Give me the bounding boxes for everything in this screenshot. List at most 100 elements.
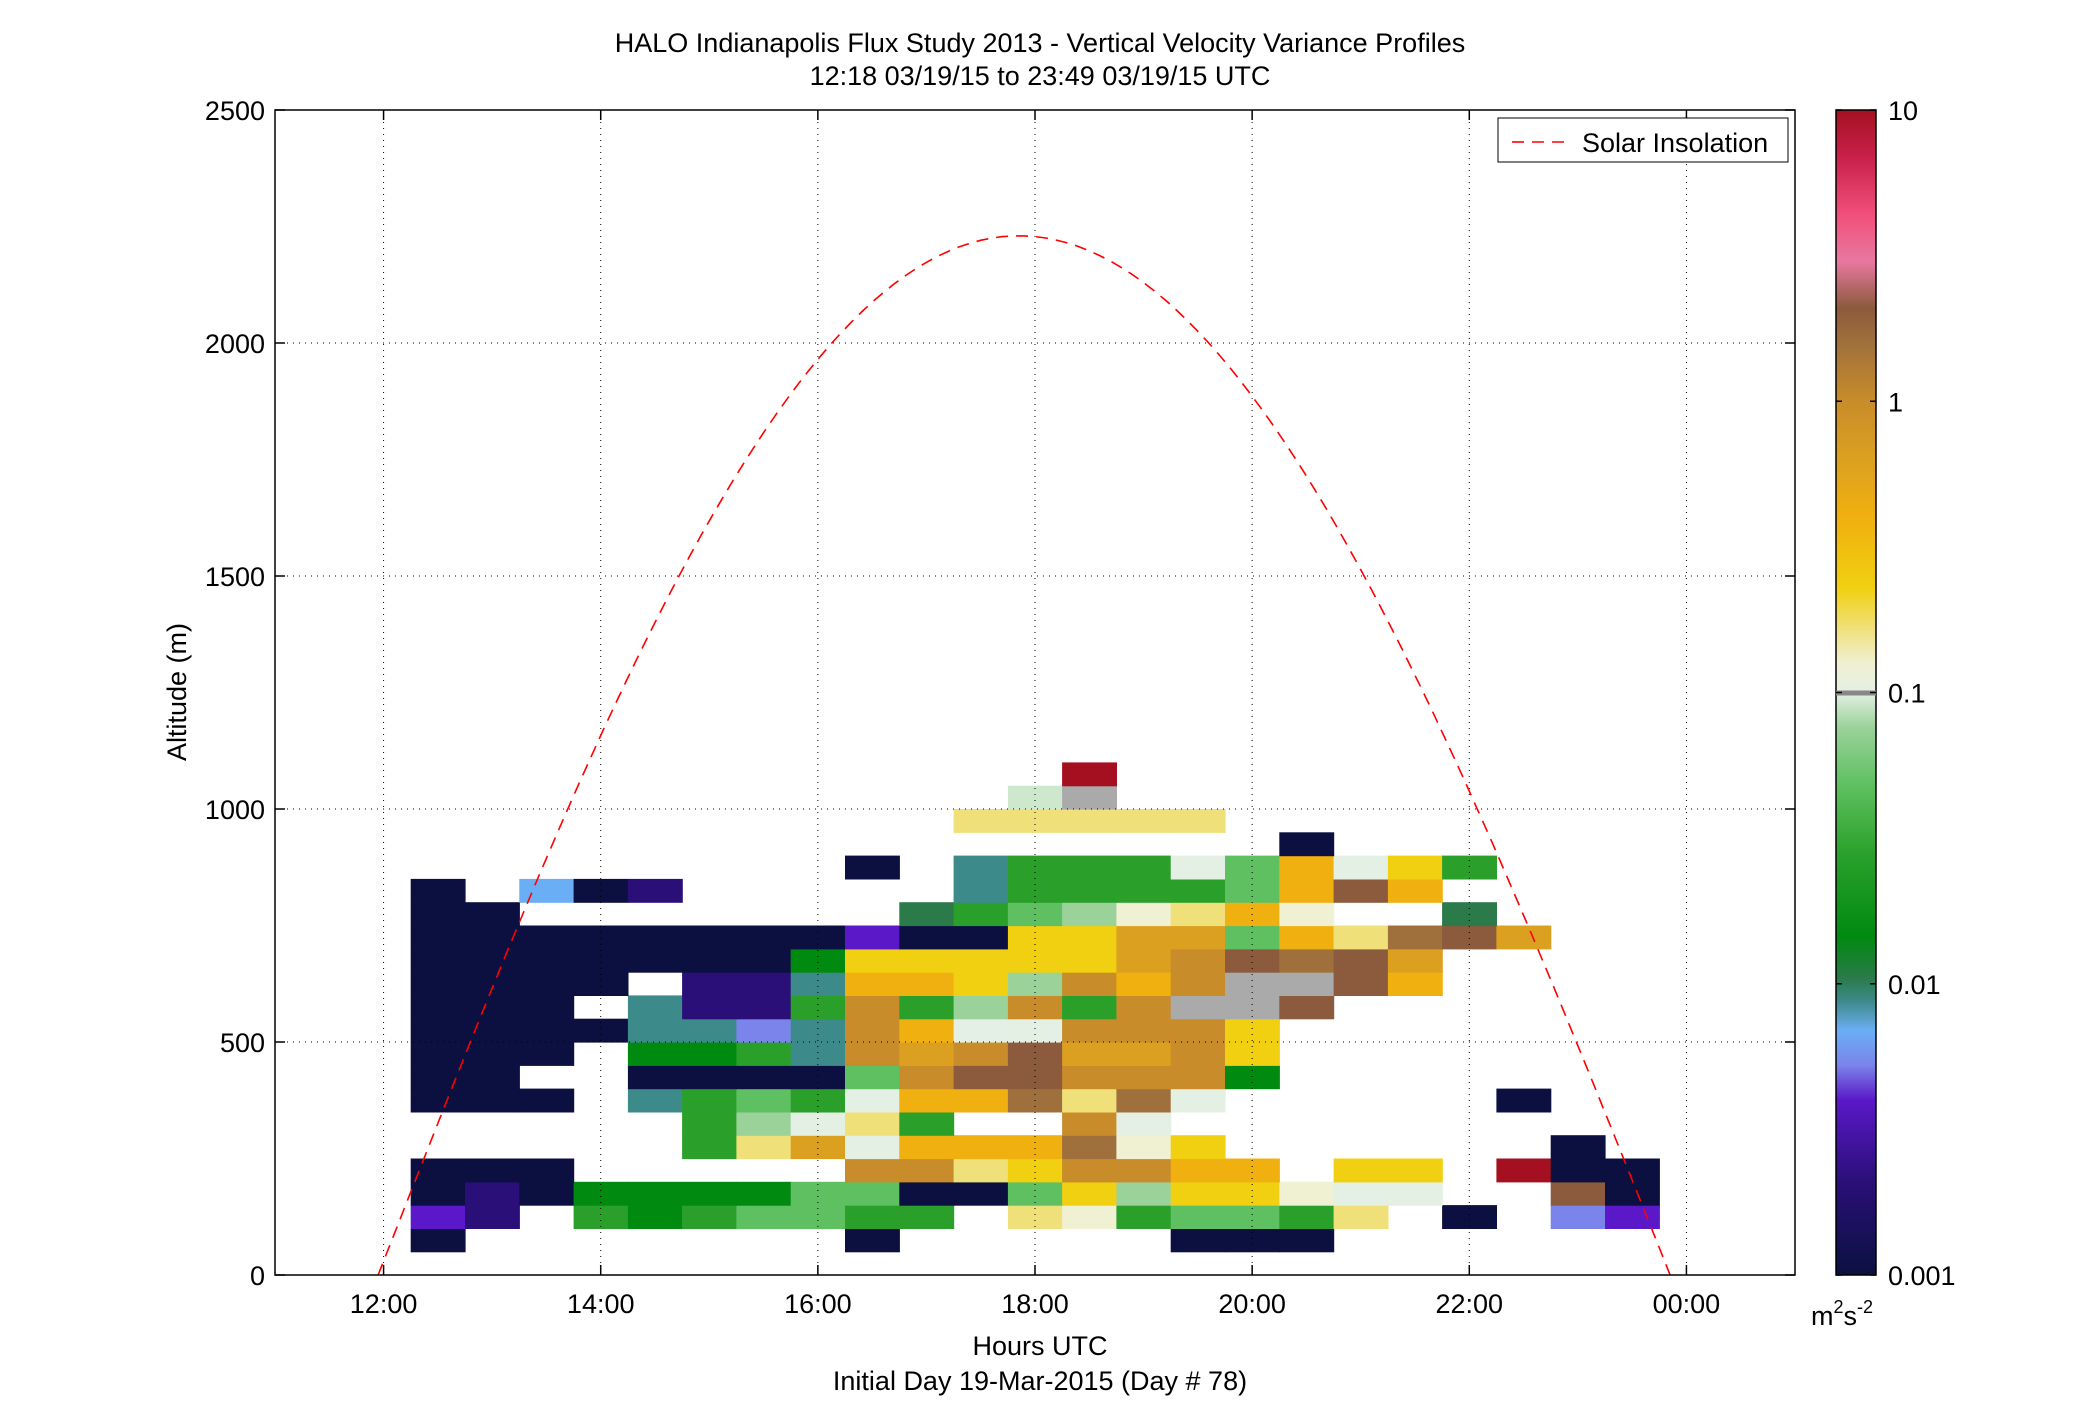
x-tick-label: 20:00 bbox=[1218, 1289, 1286, 1319]
heatmap-cell bbox=[790, 1135, 846, 1160]
heatmap-cell bbox=[410, 1228, 466, 1253]
heatmap-cell bbox=[1062, 1065, 1117, 1090]
heatmap-cell bbox=[790, 972, 846, 996]
heatmap-cell bbox=[736, 948, 792, 973]
heatmap-cell bbox=[1170, 855, 1226, 880]
heatmap-cell bbox=[1116, 902, 1172, 927]
heatmap-cell bbox=[682, 972, 737, 996]
heatmap-cell bbox=[1116, 878, 1172, 903]
solar-insolation-curve bbox=[377, 235, 1671, 1276]
heatmap-cell bbox=[465, 1018, 520, 1043]
heatmap-cell bbox=[1062, 1181, 1117, 1206]
heatmap-cell bbox=[1116, 925, 1172, 950]
heatmap-cell bbox=[573, 925, 629, 950]
heatmap-cell bbox=[682, 948, 737, 973]
heatmap-cells bbox=[410, 762, 1660, 1253]
heatmap-cell bbox=[1062, 1111, 1117, 1136]
heatmap-cell bbox=[953, 878, 1009, 903]
heatmap-cell bbox=[790, 948, 846, 973]
heatmap-cell bbox=[1225, 1205, 1280, 1229]
heatmap-cell bbox=[845, 1042, 900, 1066]
heatmap-cell bbox=[1225, 972, 1280, 996]
heatmap-cell bbox=[682, 1042, 737, 1066]
heatmap-cell bbox=[1333, 972, 1389, 996]
heatmap-cell bbox=[736, 1065, 792, 1090]
heatmap-cell bbox=[465, 948, 520, 973]
heatmap-cell bbox=[899, 902, 955, 927]
heatmap-cell bbox=[1170, 1228, 1226, 1253]
heatmap-cell bbox=[410, 972, 466, 996]
heatmap-cell bbox=[1007, 1205, 1063, 1229]
heatmap-cell bbox=[682, 1088, 737, 1113]
heatmap-cell bbox=[627, 878, 683, 903]
y-tick-label: 0 bbox=[250, 1261, 265, 1291]
heatmap-cell bbox=[1225, 925, 1280, 950]
chart-title-line-1: HALO Indianapolis Flux Study 2013 - Vert… bbox=[615, 28, 1465, 58]
heatmap-cell bbox=[1279, 995, 1335, 1020]
heatmap-cell bbox=[627, 1088, 683, 1113]
heatmap-cell bbox=[573, 948, 629, 973]
heatmap-cell bbox=[1116, 809, 1172, 833]
heatmap-cell bbox=[1170, 1135, 1226, 1160]
heatmap-cell bbox=[845, 1065, 900, 1090]
colorbar-unit-sup2: -2 bbox=[1857, 1297, 1873, 1317]
y-tick-label: 2000 bbox=[205, 329, 265, 359]
heatmap-cell bbox=[1387, 972, 1443, 996]
heatmap-cell bbox=[465, 1065, 520, 1090]
heatmap-cell bbox=[1062, 855, 1117, 880]
heatmap-cell bbox=[899, 1088, 955, 1113]
heatmap-cell bbox=[1387, 1158, 1443, 1183]
y-tick-label: 2500 bbox=[205, 96, 265, 126]
heatmap-cell bbox=[845, 1135, 900, 1160]
heatmap-cell bbox=[1225, 855, 1280, 880]
heatmap-cell bbox=[790, 1111, 846, 1136]
heatmap-cell bbox=[519, 1088, 575, 1113]
heatmap-cell bbox=[845, 948, 900, 973]
heatmap-cell bbox=[627, 1065, 683, 1090]
heatmap-cell bbox=[1170, 995, 1226, 1020]
heatmap-cell bbox=[1116, 1018, 1172, 1043]
heatmap-cell bbox=[1062, 1205, 1117, 1229]
heatmap-cell bbox=[1007, 855, 1063, 880]
heatmap-cell bbox=[1062, 948, 1117, 973]
heatmap-cell bbox=[1170, 1065, 1226, 1090]
heatmap-cell bbox=[736, 925, 792, 950]
heatmap-cell bbox=[899, 972, 955, 996]
heatmap-cell bbox=[1007, 785, 1063, 810]
heatmap-cell bbox=[899, 1135, 955, 1160]
heatmap-cell bbox=[682, 1018, 737, 1043]
heatmap-cell bbox=[953, 1065, 1009, 1090]
heatmap-cell bbox=[1605, 1205, 1660, 1229]
heatmap-cell bbox=[1550, 1135, 1606, 1160]
x-tick-label: 12:00 bbox=[350, 1289, 418, 1319]
heatmap-cell bbox=[1170, 972, 1226, 996]
plot-area: 12:00 14:00 16:00 18:00 20:00 22:00 00:00 0 500… bbox=[205, 96, 1796, 1319]
heatmap-cell bbox=[1279, 855, 1335, 880]
heatmap-cell bbox=[1116, 1205, 1172, 1229]
heatmap-cell bbox=[627, 995, 683, 1020]
colorbar-ticks: 0.001 0.01 0.1 1 10 bbox=[1836, 96, 1956, 1291]
heatmap-cell bbox=[410, 1181, 466, 1206]
heatmap-cell bbox=[953, 809, 1009, 833]
heatmap-cell bbox=[1442, 925, 1497, 950]
heatmap-cell bbox=[899, 1018, 955, 1043]
heatmap-cell bbox=[899, 1158, 955, 1183]
heatmap-cell bbox=[1442, 1205, 1497, 1229]
heatmap-cell bbox=[1062, 925, 1117, 950]
heatmap-cell bbox=[1170, 1018, 1226, 1043]
heatmap-cell bbox=[465, 902, 520, 927]
heatmap-cell bbox=[790, 995, 846, 1020]
heatmap-cell bbox=[1279, 902, 1335, 927]
heatmap-cell bbox=[1116, 1181, 1172, 1206]
heatmap-cell bbox=[410, 1088, 466, 1113]
heatmap-cell bbox=[1062, 1042, 1117, 1066]
heatmap-cell bbox=[682, 1111, 737, 1136]
heatmap-cell bbox=[1387, 855, 1443, 880]
heatmap-cell bbox=[1007, 1042, 1063, 1066]
heatmap-cell bbox=[1225, 948, 1280, 973]
heatmap-cell bbox=[845, 1181, 900, 1206]
heatmap-cell bbox=[682, 925, 737, 950]
heatmap-cell bbox=[682, 995, 737, 1020]
heatmap-cell bbox=[899, 1205, 955, 1229]
heatmap-cell bbox=[410, 1065, 466, 1090]
